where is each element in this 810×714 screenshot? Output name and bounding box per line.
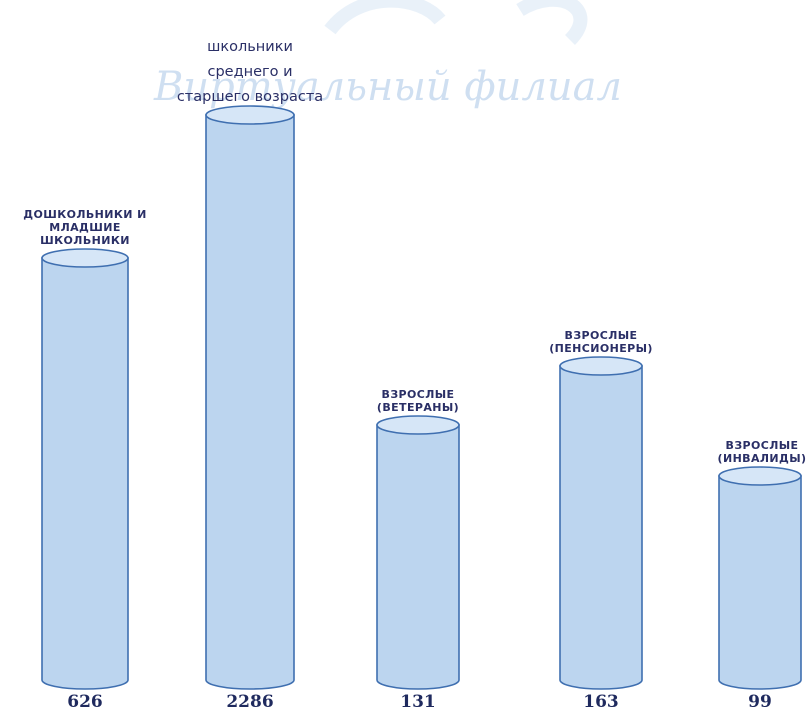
bar-body: [205, 114, 295, 690]
category-label: ВЗРОСЛЫЕ: [726, 439, 799, 452]
category-label: школьники: [207, 39, 293, 55]
bar-4: ВЗРОСЛЫЕ(ПЕНСИОНЕРЫ) 163: [549, 329, 653, 712]
value-label: 99: [748, 692, 772, 712]
bar-top: [559, 356, 643, 376]
category-label: ВЗРОСЛЫЕ: [382, 388, 455, 401]
bar-body: [559, 365, 643, 690]
bar-3: ВЗРОСЛЫЕ(ВЕТЕРАНЫ) 131: [376, 388, 460, 712]
category-label: старшего возраста: [177, 89, 323, 105]
category-label: (ПЕНСИОНЕРЫ): [549, 342, 653, 355]
bar-5: ВЗРОСЛЫЕ(ИНВАЛИДЫ) 99: [718, 439, 807, 712]
category-label: ДОШКОЛЬНИКИ И: [23, 208, 146, 221]
category-label: (ВЕТЕРАНЫ): [377, 401, 459, 414]
watermark-decoration: [324, 0, 588, 45]
bar-body: [376, 424, 460, 690]
bar-top: [718, 466, 802, 486]
value-label: 2286: [226, 692, 273, 712]
value-label: 163: [583, 692, 619, 712]
category-label: среднего и: [207, 64, 292, 80]
bar-top: [41, 248, 129, 268]
category-label: (ИНВАЛИДЫ): [718, 452, 807, 465]
value-label: 131: [400, 692, 436, 712]
bar-body: [41, 257, 129, 690]
value-label: 626: [67, 692, 103, 712]
category-label: МЛАДШИЕ: [49, 221, 121, 234]
bar-2: школьники среднего и старшего возраста 2286: [177, 39, 323, 712]
category-label: ШКОЛЬНИКИ: [40, 234, 130, 247]
bar-body: [718, 475, 802, 690]
bar-top: [205, 105, 295, 125]
bar-top: [376, 415, 460, 435]
category-label: ВЗРОСЛЫЕ: [565, 329, 638, 342]
watermark-text: Виртуальный филиал: [153, 64, 622, 110]
